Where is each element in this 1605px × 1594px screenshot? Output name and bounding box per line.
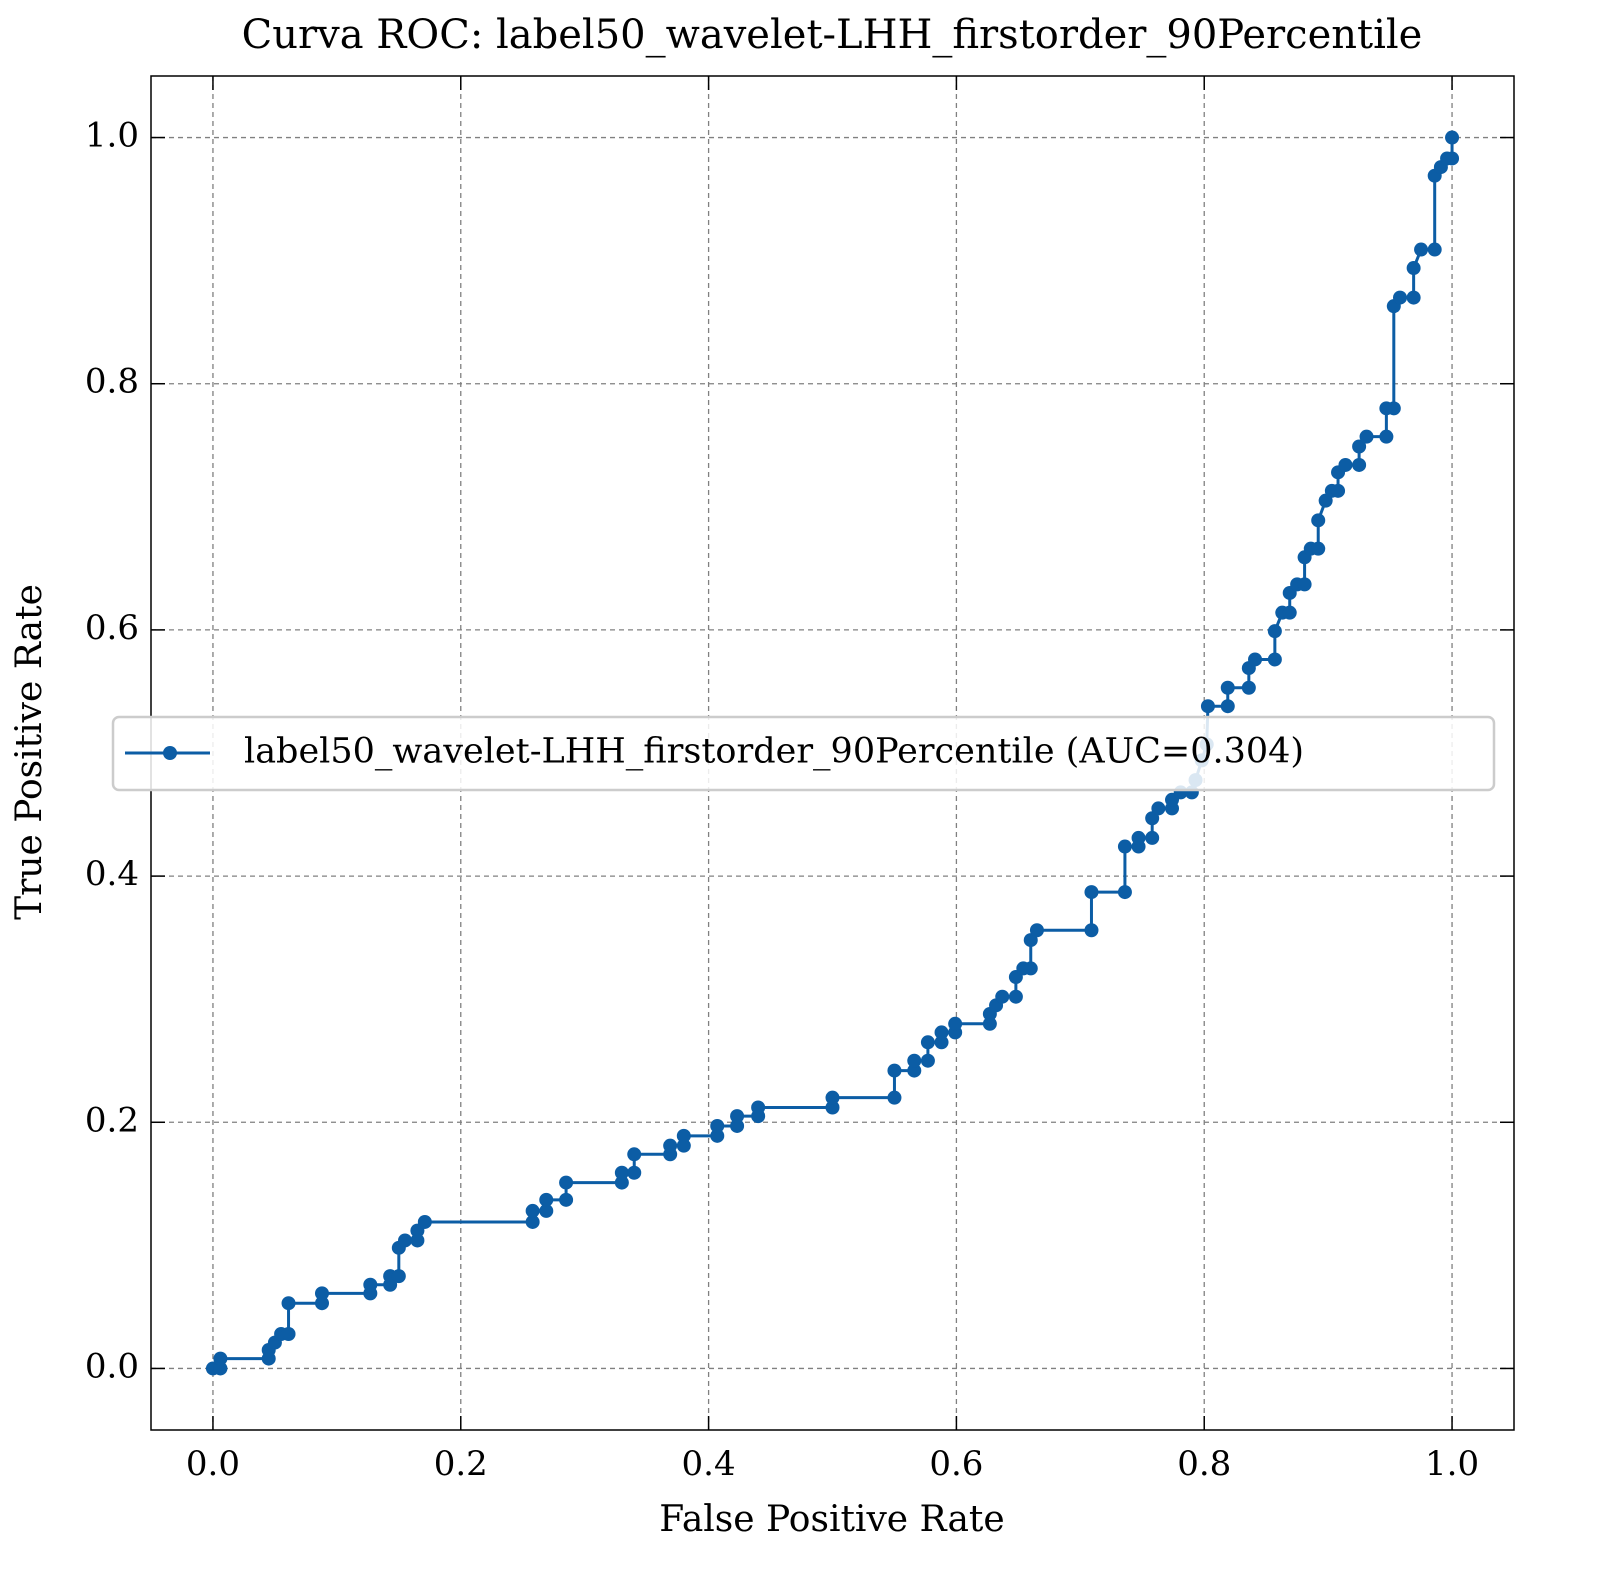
- point: [1352, 439, 1367, 454]
- legend: label50_wavelet-LHH_firstorder_90Percent…: [111, 715, 1496, 792]
- point: [907, 1063, 922, 1078]
- point: [1267, 652, 1282, 667]
- point: [1386, 401, 1401, 416]
- point: [825, 1100, 840, 1115]
- point: [1331, 483, 1346, 498]
- x-tick-label: 1.0: [1425, 1444, 1479, 1484]
- point: [213, 1361, 228, 1376]
- point: [1131, 830, 1146, 845]
- point: [1297, 577, 1312, 592]
- point: [934, 1035, 949, 1050]
- point: [1220, 699, 1235, 714]
- point: [1359, 429, 1374, 444]
- point: [213, 1351, 228, 1366]
- point: [410, 1233, 425, 1248]
- y-tick-label: 0.6: [85, 608, 139, 648]
- point: [391, 1269, 406, 1284]
- x-tick-label: 0.2: [434, 1444, 488, 1484]
- point: [1445, 151, 1460, 166]
- point: [825, 1090, 840, 1105]
- point: [995, 989, 1010, 1004]
- point: [1151, 801, 1166, 816]
- point: [525, 1214, 540, 1229]
- point: [363, 1277, 378, 1292]
- point: [948, 1016, 963, 1031]
- point: [1379, 429, 1394, 444]
- point: [920, 1035, 935, 1050]
- point: [920, 1053, 935, 1068]
- point: [1445, 130, 1460, 145]
- point: [710, 1128, 725, 1143]
- point: [934, 1025, 949, 1040]
- point: [1008, 989, 1023, 1004]
- y-tick-label: 0.2: [85, 1100, 139, 1140]
- point: [710, 1118, 725, 1133]
- point: [1406, 290, 1421, 305]
- legend-label: label50_wavelet-LHH_firstorder_90Percent…: [244, 732, 1304, 772]
- y-tick-label: 0.8: [85, 362, 139, 402]
- point: [982, 1016, 997, 1031]
- point: [663, 1138, 678, 1153]
- point: [539, 1192, 554, 1207]
- point: [281, 1296, 296, 1311]
- point: [1427, 242, 1442, 257]
- point: [1414, 242, 1429, 257]
- point: [1200, 699, 1215, 714]
- point: [751, 1100, 766, 1115]
- point: [417, 1214, 432, 1229]
- chart-title: Curva ROC: label50_wavelet-LHH_firstorde…: [242, 12, 1423, 58]
- point: [281, 1326, 296, 1341]
- y-axis-label: True Positive Rate: [9, 584, 50, 920]
- point: [1267, 624, 1282, 639]
- x-tick-label: 0.8: [1177, 1444, 1231, 1484]
- point: [1406, 261, 1421, 276]
- x-tick-label: 0.4: [682, 1444, 736, 1484]
- point: [614, 1165, 629, 1180]
- point: [730, 1109, 745, 1124]
- legend-marker: [163, 746, 177, 760]
- point: [1117, 885, 1132, 900]
- point: [314, 1296, 329, 1311]
- point: [539, 1203, 554, 1218]
- point: [627, 1165, 642, 1180]
- point: [1338, 457, 1353, 472]
- point: [1023, 961, 1038, 976]
- point: [730, 1118, 745, 1133]
- x-tick-label: 0.0: [186, 1444, 240, 1484]
- point: [1084, 923, 1099, 938]
- y-tick-label: 1.0: [85, 116, 139, 156]
- point: [559, 1192, 574, 1207]
- point: [398, 1233, 413, 1248]
- point: [1311, 541, 1326, 556]
- point: [314, 1286, 329, 1301]
- point: [1248, 652, 1263, 667]
- point: [525, 1203, 540, 1218]
- point: [1029, 923, 1044, 938]
- point: [1220, 680, 1235, 695]
- point: [559, 1175, 574, 1190]
- point: [676, 1138, 691, 1153]
- point: [627, 1147, 642, 1162]
- y-tick-label: 0.0: [85, 1346, 139, 1386]
- legend-box: [111, 715, 1496, 792]
- point: [1145, 830, 1160, 845]
- point: [1241, 680, 1256, 695]
- point: [1084, 885, 1099, 900]
- x-tick-label: 0.6: [929, 1444, 983, 1484]
- point: [614, 1175, 629, 1190]
- point: [1352, 457, 1367, 472]
- point: [887, 1090, 902, 1105]
- point: [1311, 513, 1326, 528]
- point: [907, 1053, 922, 1068]
- point: [1393, 290, 1408, 305]
- point: [1282, 605, 1297, 620]
- point: [887, 1063, 902, 1078]
- point: [676, 1128, 691, 1143]
- y-tick-label: 0.4: [85, 854, 139, 894]
- x-axis-label: False Positive Rate: [659, 1499, 1004, 1540]
- point: [1117, 839, 1132, 854]
